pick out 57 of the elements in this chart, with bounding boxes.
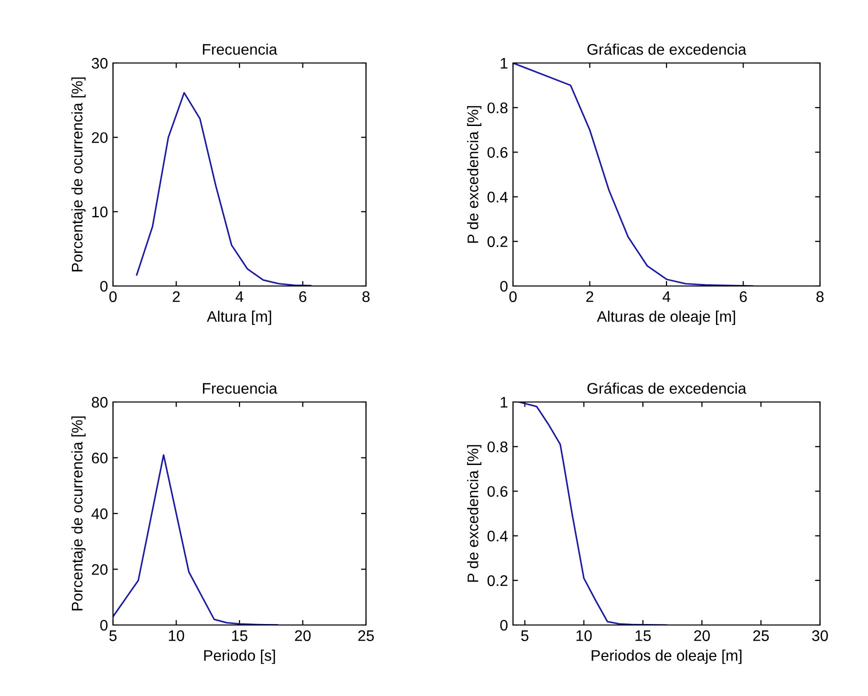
y-tick-label: 0.4	[488, 192, 508, 202]
y-tick-label: 0	[100, 280, 108, 292]
x-tick-label: 0	[109, 291, 117, 302]
x-tick-label: 5	[521, 630, 528, 642]
y-tick-label: 30	[92, 58, 108, 69]
line-series	[136, 92, 312, 286]
y-axis-title: Porcentaje de ocurrencia [%]	[71, 77, 86, 272]
x-axis-title: Altura [m]	[206, 310, 272, 325]
x-tick-label: 25	[358, 630, 374, 642]
y-tick-label: 0.6	[488, 486, 508, 497]
chart-title: Frecuencia	[202, 44, 278, 55]
y-axis-title: P de excedencia [%]	[467, 445, 482, 582]
x-axis-title: Periodo [s]	[204, 650, 275, 664]
x-tick-label: 2	[172, 291, 180, 302]
x-tick-label: 10	[168, 630, 184, 642]
x-tick-label: 30	[812, 630, 828, 642]
y-tick-label: 60	[92, 452, 108, 464]
y-tick-label: 0.8	[488, 441, 508, 452]
y-axis-title: Porcentaje de ocurrencia [%]	[71, 416, 86, 610]
y-tick-label: 40	[92, 508, 108, 520]
chart-title: Gráficas de excedencia	[587, 43, 746, 55]
x-tick-label: 20	[295, 630, 311, 642]
x-tick-label: 15	[636, 630, 651, 642]
y-tick-label: 0.2	[488, 575, 508, 586]
x-tick-label: 25	[753, 630, 769, 642]
x-tick-label: 4	[662, 291, 670, 302]
x-axis-title: Alturas de oleaje [m]	[596, 310, 736, 325]
y-tick-label: 0	[500, 620, 508, 631]
x-tick-label: 6	[299, 291, 306, 302]
y-tick-label: 20	[92, 132, 108, 144]
line-series	[518, 402, 668, 625]
y-tick-label: 1	[500, 58, 508, 69]
y-tick-label: 10	[92, 206, 108, 218]
y-tick-label: 1	[500, 397, 508, 408]
y-tick-label: 0	[500, 280, 508, 292]
x-tick-label: 15	[232, 630, 248, 642]
x-tick-label: 4	[236, 291, 244, 302]
chart-title: Gráficas de excedencia	[587, 382, 746, 394]
y-tick-label: 0	[100, 620, 108, 631]
y-tick-label: 0.6	[488, 147, 508, 158]
line-series	[113, 454, 278, 625]
y-tick-label: 0.2	[488, 236, 508, 248]
x-tick-label: 8	[362, 291, 370, 302]
x-tick-label: 6	[740, 291, 747, 302]
y-tick-label: 20	[92, 564, 108, 575]
x-tick-label: 0	[509, 291, 517, 302]
x-tick-label: 10	[576, 630, 592, 642]
x-tick-label: 5	[109, 630, 117, 642]
x-tick-label: 2	[586, 291, 594, 302]
x-axis-title: Periodos de oleaje [m]	[592, 650, 742, 664]
x-tick-label: 20	[694, 630, 710, 642]
y-tick-label: 80	[92, 396, 108, 408]
y-tick-label: 0.4	[488, 530, 508, 542]
y-axis-title: P de excedencia [%]	[467, 106, 482, 243]
chart-title: Frecuencia	[202, 382, 278, 394]
y-tick-label: 0.8	[488, 102, 508, 114]
x-tick-label: 8	[816, 291, 824, 302]
